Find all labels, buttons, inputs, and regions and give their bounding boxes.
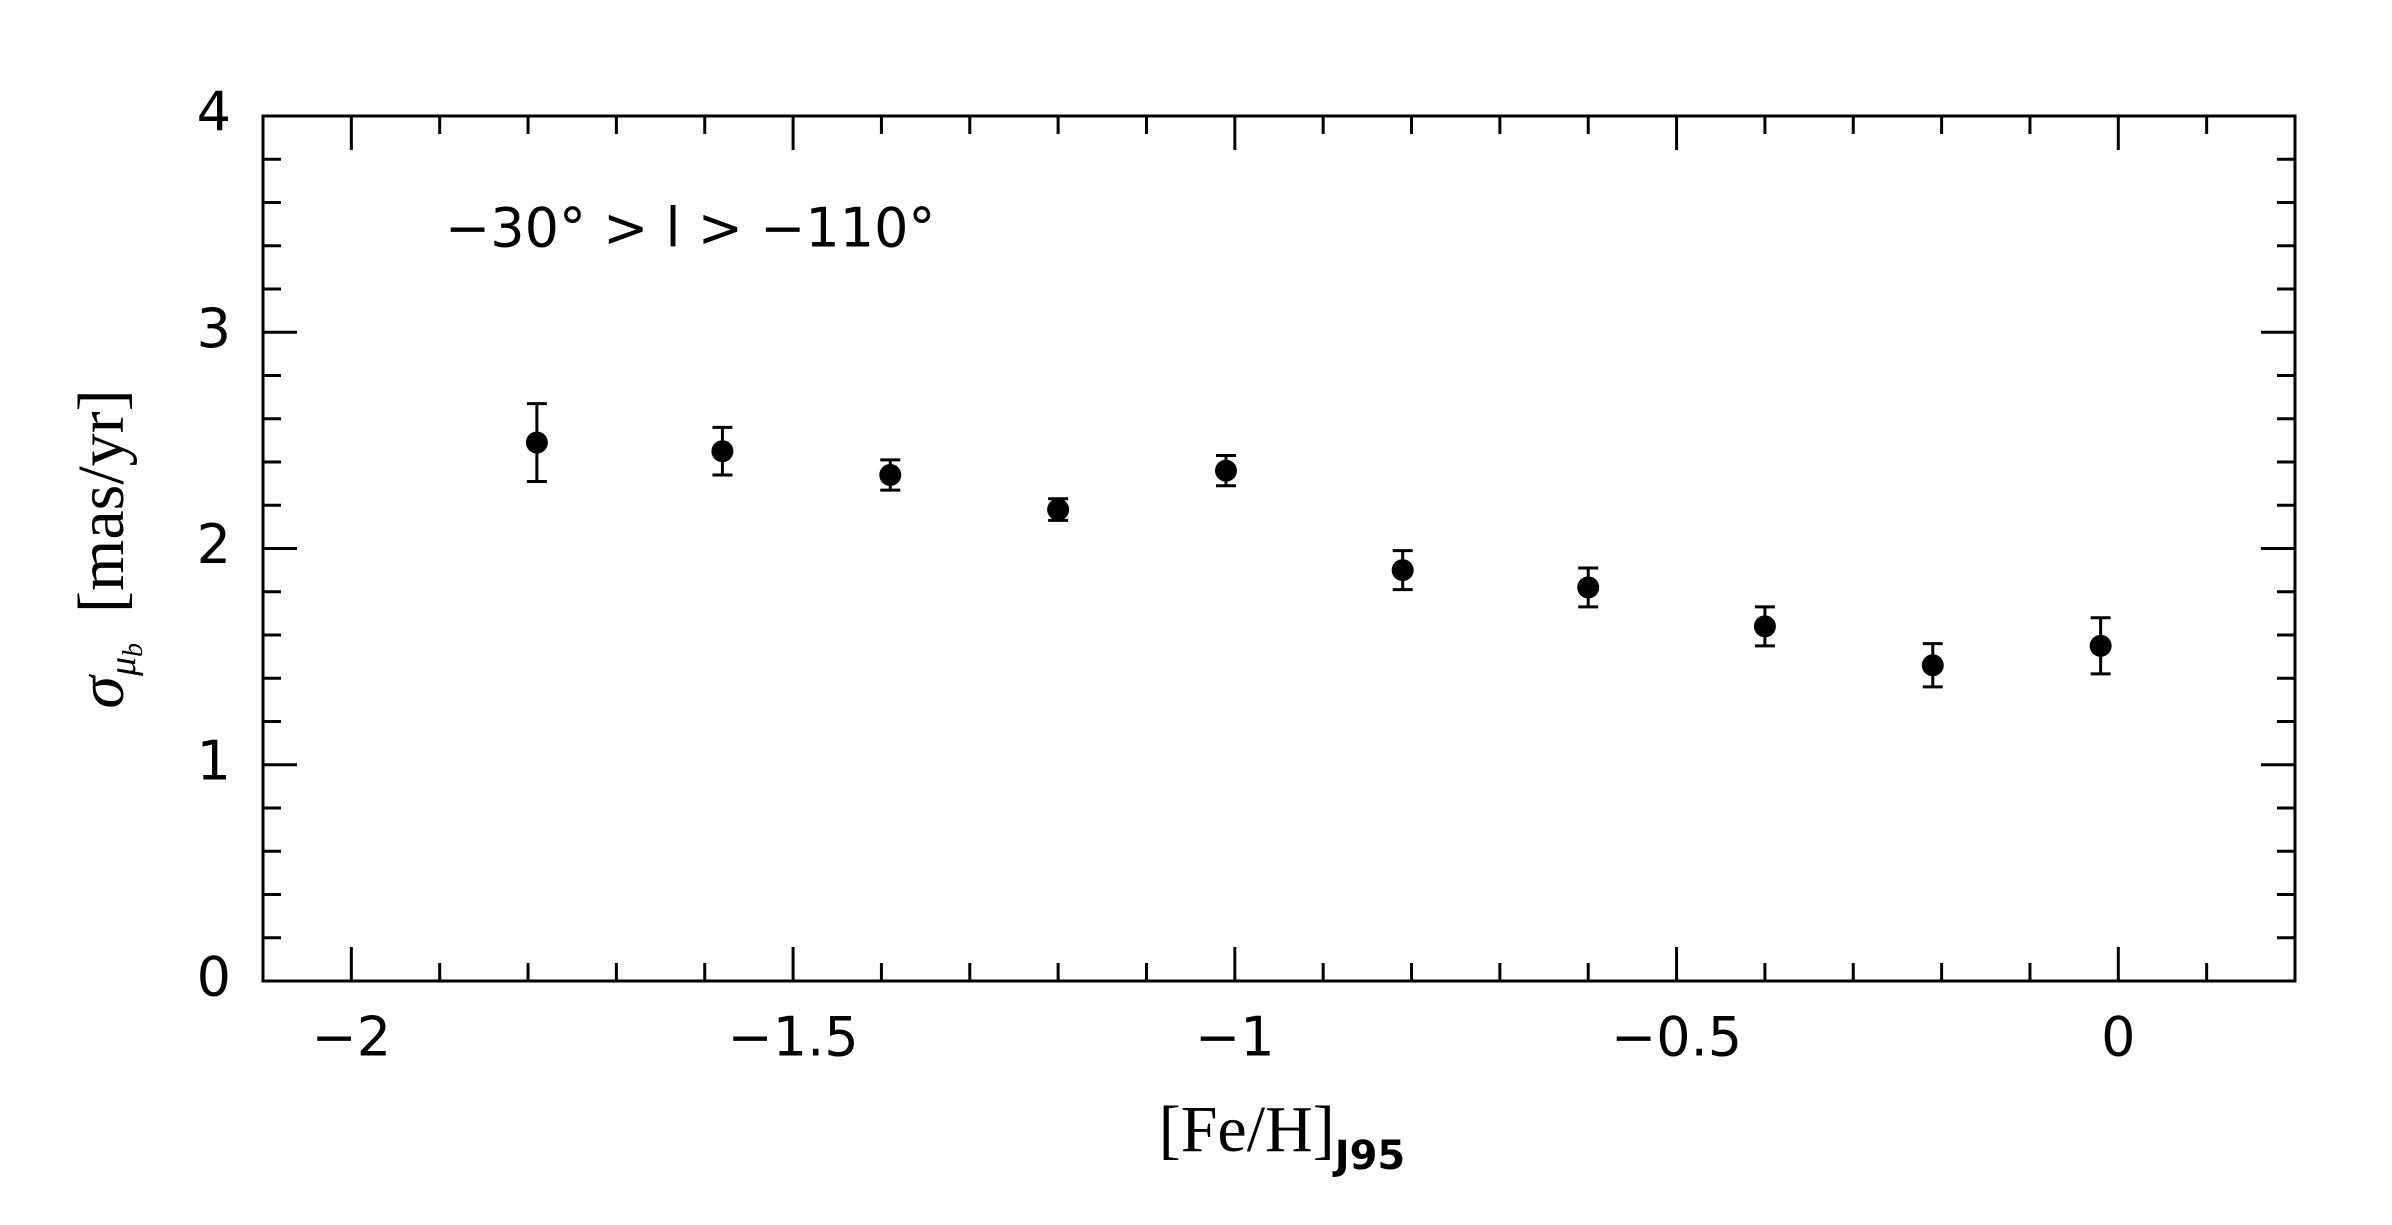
data-point — [1214, 459, 1237, 482]
x-tick-label: −2 — [312, 1006, 392, 1069]
y-tick-label: 3 — [197, 297, 231, 360]
y-tick-label: 1 — [197, 729, 231, 792]
x-label-text: [Fe/H] — [1159, 1093, 1335, 1166]
y-tick-label: 0 — [197, 946, 231, 1009]
data-point — [1391, 559, 1414, 582]
data-point — [2089, 634, 2112, 657]
data-point — [1047, 498, 1070, 521]
data-point — [879, 463, 902, 486]
data-point — [711, 440, 734, 463]
x-tick-label: −1.5 — [728, 1006, 859, 1069]
x-label-subscript: J95 — [1332, 1133, 1406, 1179]
y-label-symbol: σ — [65, 674, 138, 709]
data-point — [1753, 615, 1776, 638]
data-point — [525, 431, 548, 454]
y-tick-label: 4 — [197, 81, 231, 144]
y-label-subsubscript: b — [118, 643, 149, 657]
y-axis-label: σμb [mas/yr] — [65, 389, 149, 708]
y-label-unit: [mas/yr] — [65, 389, 138, 613]
x-axis-label: [Fe/H]J95 — [1159, 1093, 1406, 1179]
x-tick-label: −1 — [1195, 1006, 1275, 1069]
data-point — [1921, 654, 1944, 677]
x-tick-label: −0.5 — [1611, 1006, 1742, 1069]
data-point — [1577, 576, 1600, 599]
x-tick-label: 0 — [2101, 1006, 2135, 1069]
y-label-subscript: μ — [102, 657, 144, 677]
y-tick-label: 2 — [197, 513, 231, 576]
annotation: −30° > l > −110° — [445, 197, 935, 260]
